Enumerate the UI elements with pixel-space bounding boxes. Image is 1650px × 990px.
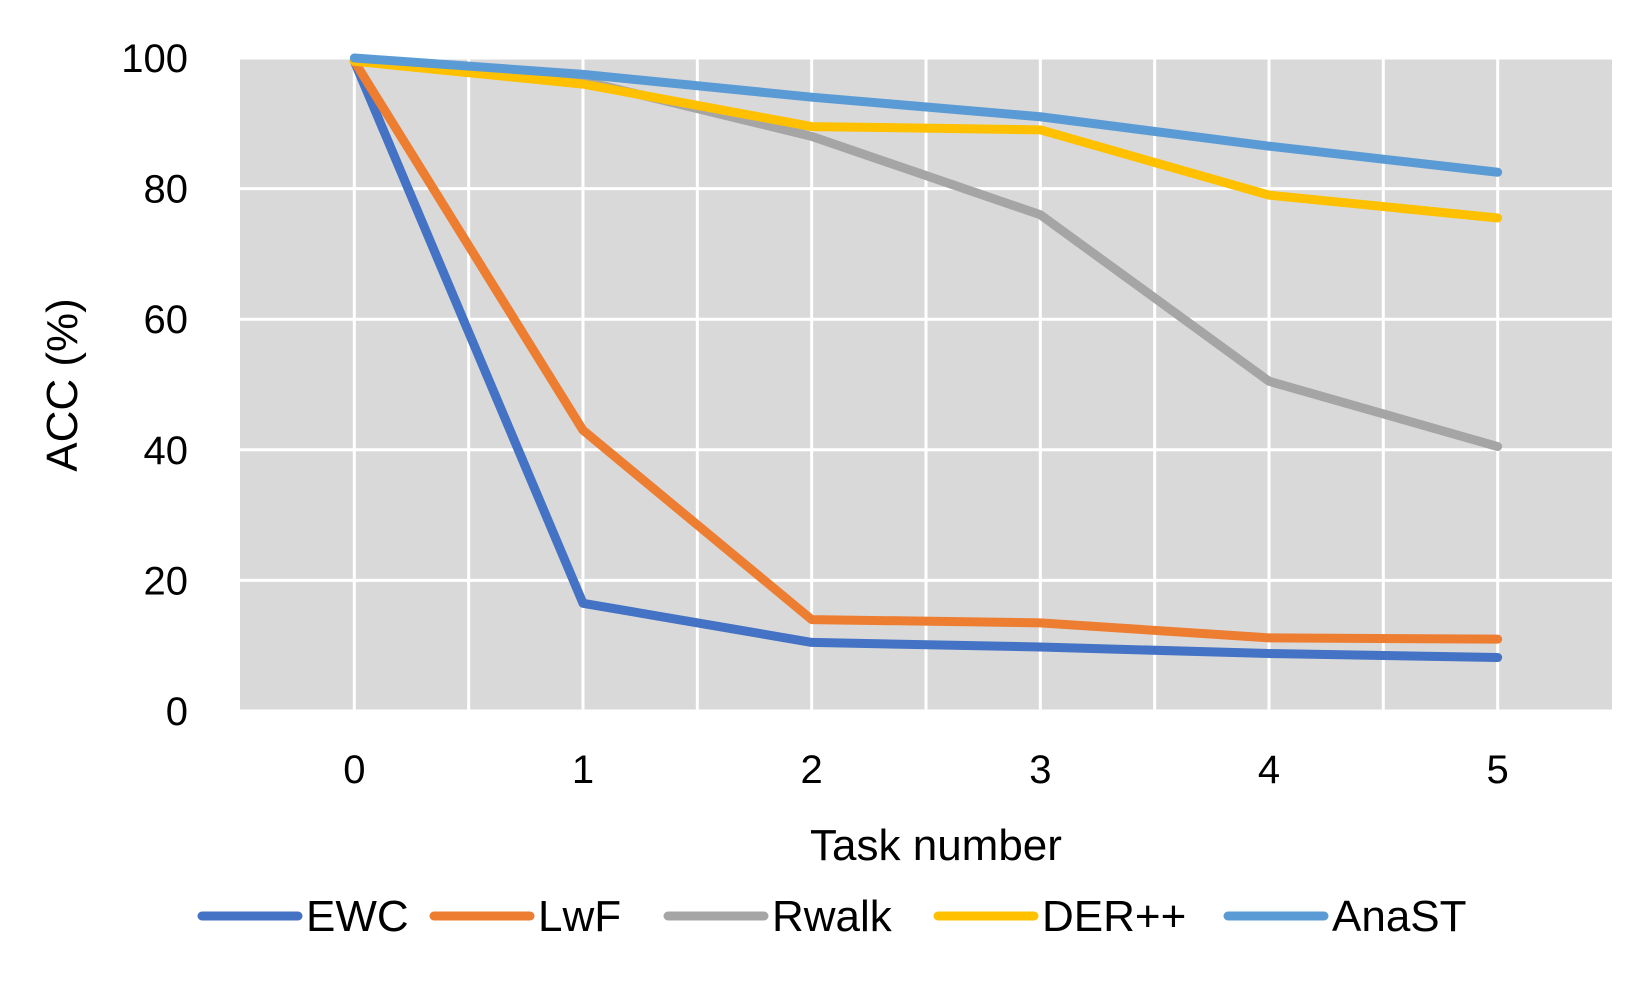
x-tick-label: 1: [572, 748, 594, 792]
series-line-der-: [349, 56, 1503, 223]
x-axis-ticks: 0 1 2 3 4 5: [343, 748, 1509, 792]
series-line-lwf: [349, 56, 1503, 644]
series-line-ewc: [349, 56, 1503, 662]
y-tick-label: 60: [144, 298, 189, 342]
legend-label-anast: AnaST: [1332, 892, 1467, 941]
y-tick-label: 20: [144, 559, 189, 603]
x-tick-label: 4: [1258, 748, 1280, 792]
legend-label-der-: DER++: [1042, 892, 1186, 941]
x-tick-label: 2: [801, 748, 823, 792]
legend-label-rwalk: Rwalk: [772, 892, 893, 941]
series-line-anast: [349, 53, 1503, 177]
x-axis-title: Task number: [810, 821, 1062, 870]
x-tick-label: 5: [1487, 748, 1509, 792]
series-lines: [349, 53, 1503, 662]
y-tick-label: 40: [144, 429, 189, 473]
y-axis-title: ACC (%): [38, 298, 87, 472]
legend-label-lwf: LwF: [538, 892, 621, 941]
legend-label-ewc: EWC: [306, 892, 409, 941]
legend: EWC LwF Rwalk DER++ AnaST: [197, 892, 1467, 941]
y-tick-label: 0: [166, 690, 188, 734]
y-axis-ticks: 0 20 40 60 80 100: [121, 37, 188, 734]
y-tick-label: 80: [144, 168, 189, 212]
x-tick-label: 0: [343, 748, 365, 792]
y-tick-label: 100: [121, 37, 188, 81]
x-tick-label: 3: [1029, 748, 1051, 792]
